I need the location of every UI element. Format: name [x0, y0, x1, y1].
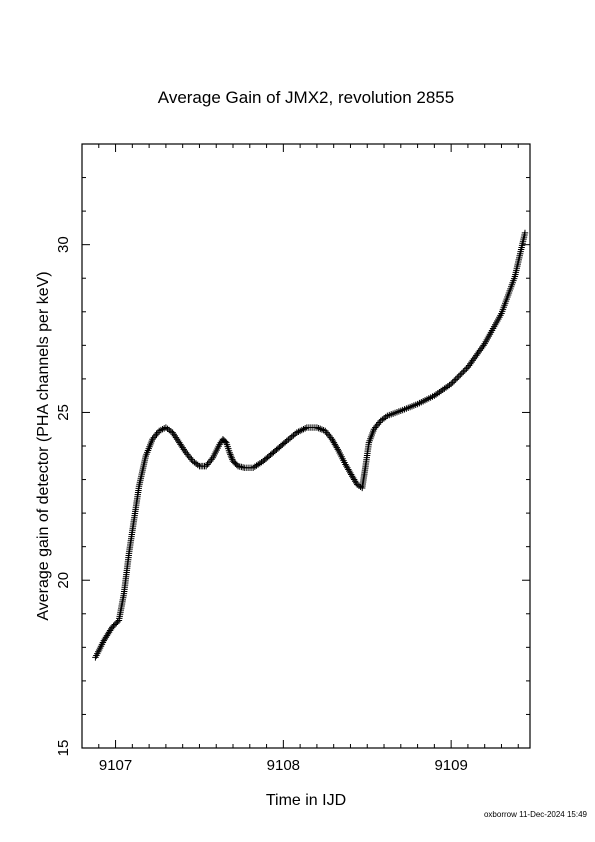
data-point	[521, 229, 529, 237]
data-point	[109, 624, 116, 631]
data-point-fill	[449, 379, 456, 386]
x-tick-label: 9109	[434, 757, 467, 774]
y-tick-label: 25	[55, 404, 72, 421]
data-points	[92, 229, 529, 661]
x-tick-label: 9107	[99, 757, 132, 774]
data-point-fill	[282, 439, 289, 446]
data-point-fill	[110, 622, 117, 630]
data-point-fill	[111, 621, 119, 628]
data-point-fill	[286, 434, 294, 442]
data-point	[447, 380, 455, 388]
data-point-fill	[461, 366, 469, 374]
data-point-fill	[288, 433, 295, 440]
data-point-fill	[460, 368, 467, 375]
data-point-fill	[458, 370, 466, 377]
y-tick-label: 30	[55, 236, 72, 253]
data-point-fill	[114, 618, 121, 626]
y-axis-label: Average gain of detector (PHA channels p…	[35, 271, 52, 620]
data-point-fill	[113, 619, 120, 627]
tick-labels: 9107 9108 9109 15 20 25 30	[55, 236, 468, 774]
data-point-fill	[457, 371, 464, 378]
footer-stamp: oxborrow 11-Dec-2024 15:49	[484, 810, 588, 819]
y-tick-label: 20	[55, 572, 72, 589]
x-tick-label: 9108	[267, 757, 300, 774]
data-point-fill	[290, 432, 297, 439]
data-point-fill	[455, 373, 462, 380]
y-tick-label: 15	[55, 740, 72, 757]
axis-ticks	[81, 143, 530, 749]
x-axis-label: Time in IJD	[266, 792, 346, 809]
data-point-fill	[450, 377, 458, 385]
data-point-fill	[463, 365, 470, 372]
data-point-fill	[454, 374, 461, 382]
data-point-fill	[452, 376, 459, 383]
chart-title: Average Gain of JMX2, revolution 2855	[158, 88, 454, 107]
